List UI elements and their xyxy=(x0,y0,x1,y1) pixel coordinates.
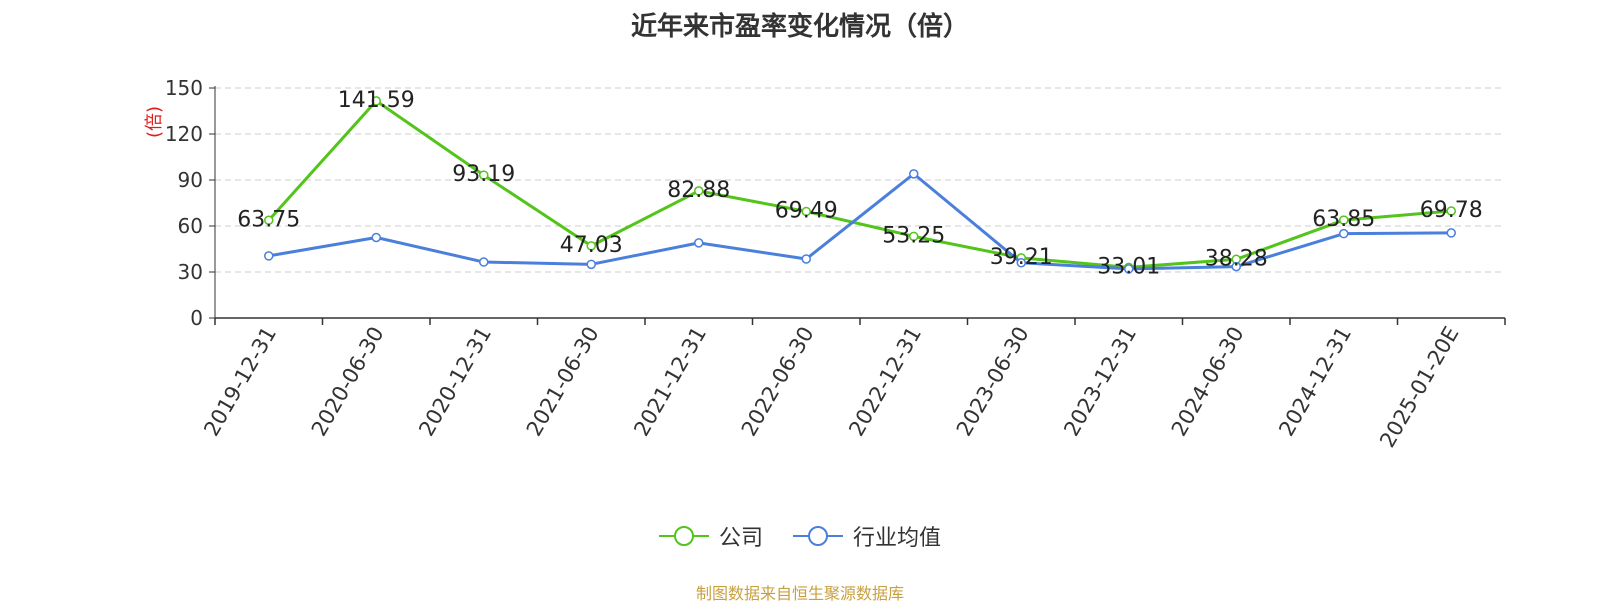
grid-lines xyxy=(215,87,1505,273)
data-point xyxy=(264,251,274,261)
legend-industry-label: 行业均值 xyxy=(853,526,942,551)
data-point xyxy=(479,257,489,267)
data-point xyxy=(694,238,704,248)
data-labels: 63.75 141.59 93.19 47.03 82.88 69.49 53.25 39.2… xyxy=(237,88,1482,279)
data-point xyxy=(371,232,381,243)
data-label: 63.75 xyxy=(237,207,300,232)
y-tick-label: 90 xyxy=(178,168,203,192)
x-tick-label: 2024-12-31 xyxy=(1274,323,1356,441)
data-point xyxy=(909,231,919,242)
data-label: 93.19 xyxy=(452,162,515,187)
data-point xyxy=(801,206,811,217)
x-tick-label: 2019-12-31 xyxy=(199,323,281,441)
y-tick-label: 0 xyxy=(190,306,203,330)
data-label: 69.49 xyxy=(775,198,838,223)
series-lines xyxy=(264,96,1456,274)
data-point xyxy=(586,259,596,270)
data-label: 53.25 xyxy=(882,223,945,248)
data-point xyxy=(1231,261,1241,272)
data-point xyxy=(694,186,704,196)
x-tick-label: 2023-12-31 xyxy=(1059,323,1141,441)
data-point xyxy=(1339,228,1349,239)
data-point xyxy=(1446,206,1456,216)
data-label: 63.85 xyxy=(1312,207,1375,232)
legend-item-company[interactable]: 公司 xyxy=(658,520,763,552)
chart-title: 近年来市盈率变化情况（倍） xyxy=(630,12,969,42)
data-point xyxy=(1124,264,1134,274)
data-point xyxy=(1016,258,1026,268)
data-label: 33.01 xyxy=(1097,254,1160,279)
series-line-1 xyxy=(268,172,1452,271)
data-point xyxy=(1446,228,1456,238)
source-note: 制图数据来自恒生聚源数据库 xyxy=(695,584,904,603)
y-tick-label: 60 xyxy=(178,214,203,238)
data-point xyxy=(586,241,596,251)
data-label: 141.59 xyxy=(338,88,415,113)
legend-company-icon xyxy=(658,526,709,546)
data-label: 39.21 xyxy=(990,245,1053,270)
x-tick-label: 2021-12-31 xyxy=(629,323,711,441)
data-label: 47.03 xyxy=(560,233,623,258)
legend-company-label: 公司 xyxy=(718,526,763,551)
x-tick-label: 2020-06-30 xyxy=(307,323,389,441)
x-tick-label: 2021-06-30 xyxy=(522,323,604,441)
y-axis-label: (倍) xyxy=(144,106,165,138)
legend: 公司 行业均值 xyxy=(0,520,1600,552)
data-label: 69.78 xyxy=(1420,198,1483,223)
x-tick-label: 2025-01-20E xyxy=(1375,323,1463,452)
x-tick-label: 2024-06-30 xyxy=(1167,323,1249,441)
legend-industry-icon xyxy=(793,526,843,546)
legend-item-industry[interactable]: 行业均值 xyxy=(793,520,941,552)
data-point xyxy=(1339,215,1349,225)
y-tick-label: 120 xyxy=(165,122,203,146)
data-point xyxy=(801,254,811,264)
series-line-0 xyxy=(267,99,1452,269)
y-tick-label: 150 xyxy=(165,76,203,100)
data-point xyxy=(909,169,919,179)
data-point xyxy=(479,170,489,180)
x-tick-label: 2020-12-31 xyxy=(414,323,496,441)
x-tick-label: 2022-06-30 xyxy=(737,323,819,441)
x-tick-label: 2022-12-31 xyxy=(844,323,926,441)
data-point xyxy=(371,96,381,106)
x-tick-label: 2023-06-30 xyxy=(952,323,1034,441)
y-tick-label: 30 xyxy=(178,260,203,284)
data-point xyxy=(264,215,274,225)
data-label: 82.88 xyxy=(667,178,730,203)
data-label: 38.28 xyxy=(1205,246,1268,271)
